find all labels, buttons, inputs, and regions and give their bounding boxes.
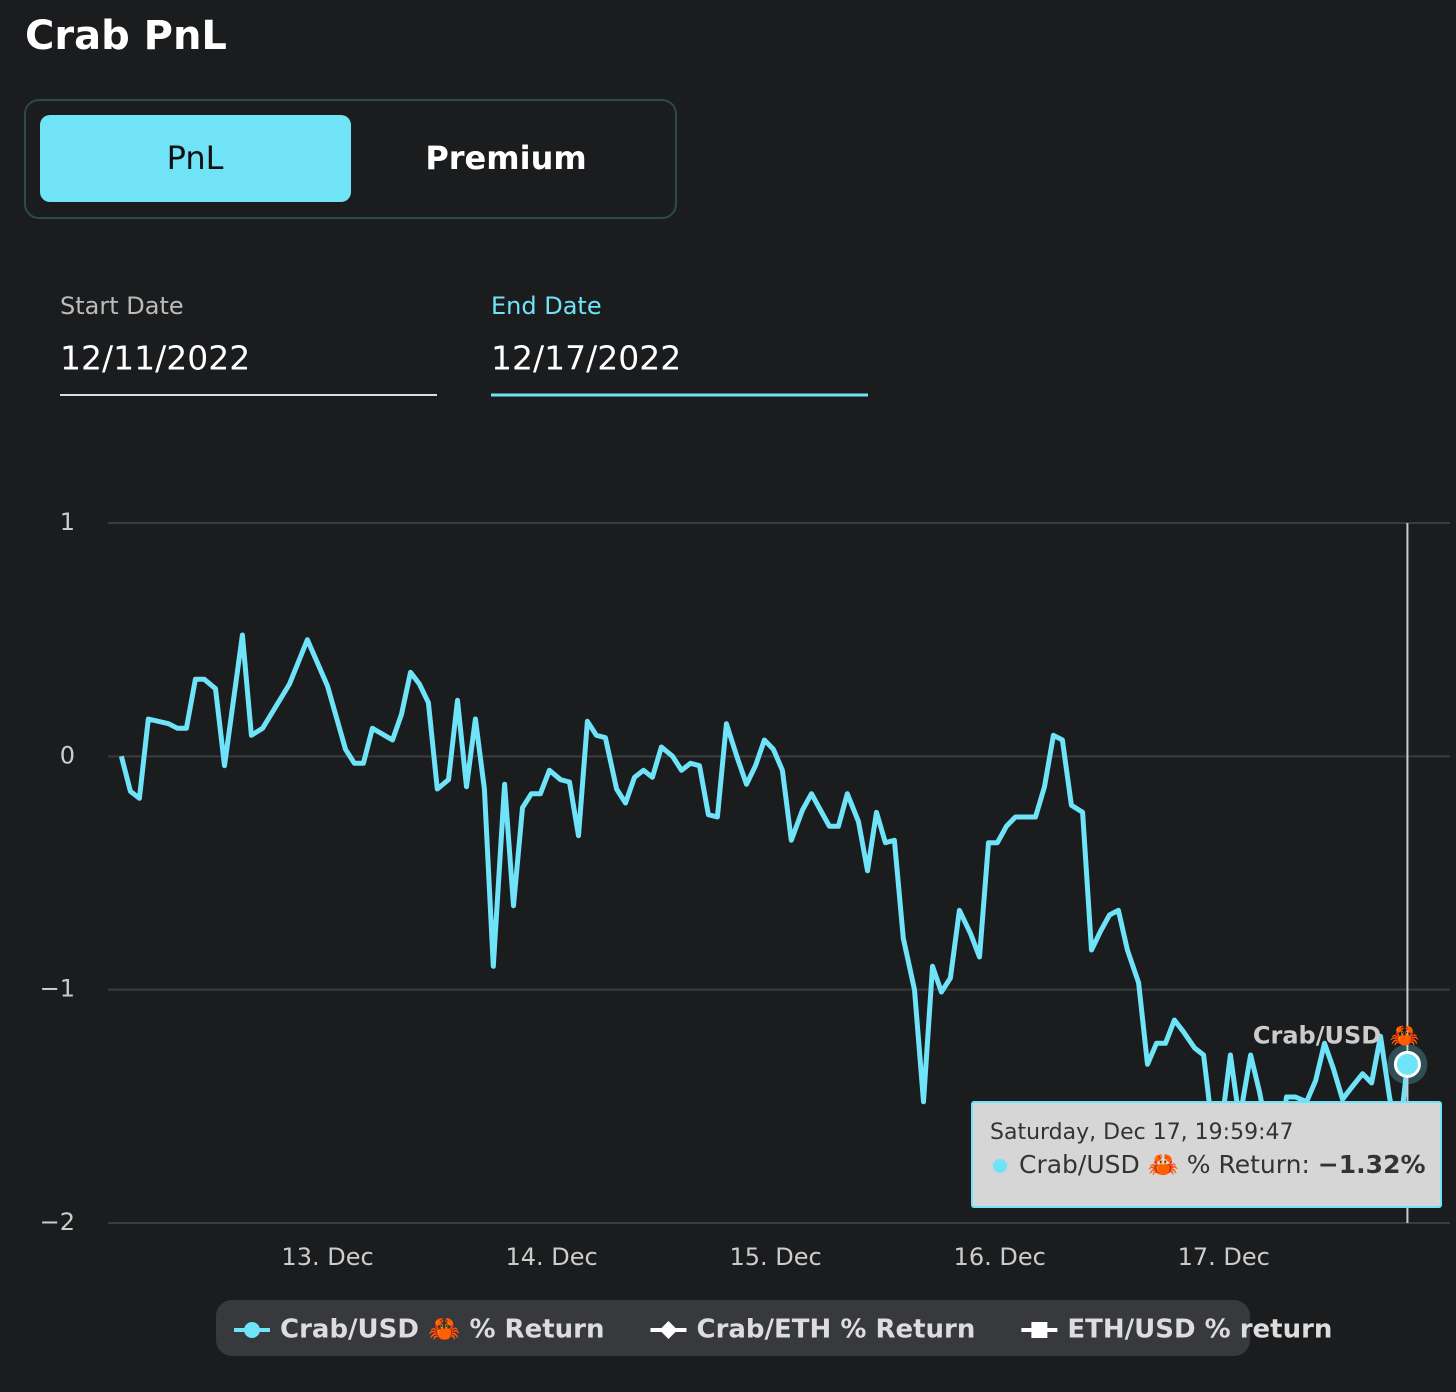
legend-marker [244, 1322, 260, 1338]
end-date-label: End Date [491, 292, 602, 320]
tooltip-title: Saturday, Dec 17, 19:59:47 [990, 1120, 1293, 1145]
legend-box [216, 1300, 1250, 1356]
legend-label: Crab/USD 🦀 % Return [280, 1315, 604, 1345]
y-tick-label: −2 [40, 1208, 75, 1236]
tooltip-value: −1.32% [1318, 1150, 1426, 1179]
y-tick-label: 1 [60, 508, 75, 536]
start-date-value[interactable]: 12/11/2022 [60, 339, 250, 378]
x-tick-label: 15. Dec [730, 1243, 822, 1271]
tab-label[interactable]: Premium [425, 139, 586, 177]
page-title: Crab PnL [25, 13, 227, 59]
hover-point [1393, 1050, 1421, 1078]
tab-label[interactable]: PnL [167, 139, 224, 177]
legend-label: Crab/ETH % Return [696, 1315, 975, 1345]
tooltip-bullet [993, 1159, 1007, 1173]
legend-label: ETH/USD % return [1067, 1315, 1332, 1345]
tab-active[interactable] [40, 115, 351, 202]
point-label: Crab/USD 🦀 [1253, 1021, 1420, 1049]
chart: −2 −1 0 1 13. Dec 14. Dec 15. Dec 16. Dec 17. De… [40, 508, 1450, 1356]
x-tick-label: 13. Dec [281, 1243, 373, 1271]
end-date-value[interactable]: 12/17/2022 [491, 339, 681, 378]
legend-marker [659, 1321, 678, 1339]
tooltip-box [971, 1101, 1442, 1208]
tooltip-line: Crab/USD 🦀 % Return: −1.32% [1019, 1150, 1426, 1179]
legend-marker [1031, 1322, 1048, 1338]
tooltip-label: Crab/USD 🦀 % Return: [1019, 1150, 1318, 1179]
x-tick-label: 14. Dec [505, 1243, 597, 1271]
line-series [118, 632, 1410, 1163]
x-tick-label: 16. Dec [954, 1243, 1046, 1271]
start-date-label: Start Date [60, 292, 184, 320]
y-tick-label: 0 [60, 741, 75, 769]
y-tick-label: −1 [40, 975, 75, 1003]
x-tick-label: 17. Dec [1178, 1243, 1270, 1271]
